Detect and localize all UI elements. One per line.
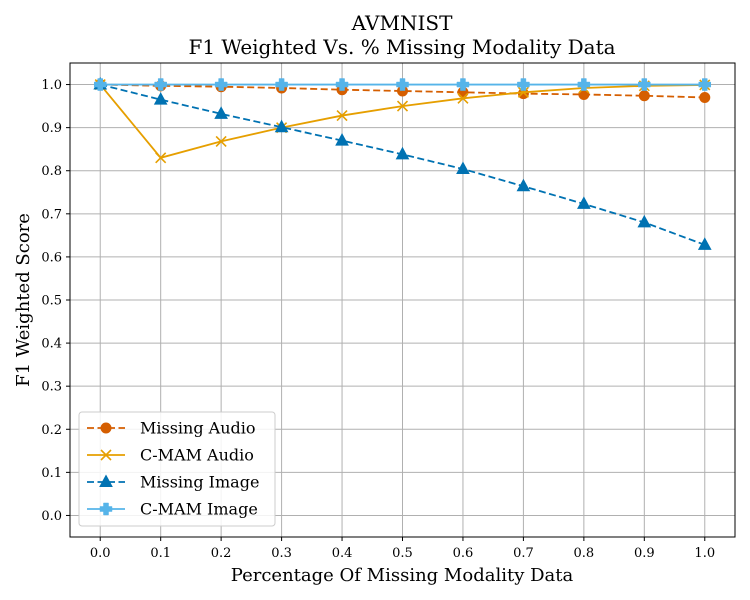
data-point <box>274 119 289 133</box>
legend-marker <box>100 449 112 461</box>
legend-marker <box>99 474 113 487</box>
y-tick-label: 0.6 <box>41 250 62 265</box>
y-tick-label: 0.5 <box>41 294 62 309</box>
x-tick-label: 0.4 <box>332 546 353 561</box>
data-point <box>335 133 349 146</box>
data-point <box>215 135 227 147</box>
x-tick-label: 0.9 <box>634 546 655 561</box>
y-tick-label: 0.4 <box>41 337 62 352</box>
series-missing-image <box>93 77 712 250</box>
y-tick-label: 0.0 <box>41 509 62 524</box>
legend-label: Missing Image <box>140 473 259 492</box>
x-tick-label: 0.0 <box>90 546 111 561</box>
legend-item-c-mam-image: C-MAM Image <box>87 500 258 519</box>
y-axis-label: F1 Weighted Score <box>13 213 34 387</box>
data-point <box>214 78 228 91</box>
data-point <box>155 152 167 164</box>
data-point <box>153 92 168 105</box>
y-tick-label: 0.9 <box>41 121 62 136</box>
data-point <box>697 237 712 250</box>
data-point <box>335 78 349 91</box>
data-point <box>516 178 531 192</box>
y-tick-label: 0.2 <box>41 423 62 438</box>
legend-box <box>78 411 276 527</box>
axis-ticks: 0.0 0.1 0.2 0.3 0.4 0.5 0.6 0.7 0.8 0.9 1.0 0.0 0.1 0… <box>41 78 715 561</box>
legend-item-missing-image: Missing Image <box>87 473 259 492</box>
data-point <box>396 78 409 91</box>
data-point <box>698 78 712 91</box>
x-tick-label: 0.3 <box>271 546 292 561</box>
legend-marker <box>99 502 113 516</box>
x-tick-label: 0.5 <box>392 546 413 561</box>
data-point <box>457 92 469 104</box>
data-point <box>456 78 470 91</box>
legend-item-missing-audio: Missing Audio <box>87 419 256 438</box>
data-point <box>638 90 650 102</box>
data-point <box>637 214 652 228</box>
chart-subtitle: F1 Weighted Vs. % Missing Modality Data <box>188 35 615 59</box>
data-point <box>456 161 470 175</box>
x-tick-label: 0.6 <box>453 546 474 561</box>
data-point <box>517 78 530 91</box>
legend-label: C-MAM Image <box>140 500 258 519</box>
x-tick-label: 0.1 <box>150 546 171 561</box>
series-layer <box>93 77 712 250</box>
legend-label: Missing Audio <box>140 419 256 438</box>
legend-label: C-MAM Audio <box>140 446 254 465</box>
data-point <box>154 78 167 91</box>
data-point <box>699 91 711 103</box>
y-tick-label: 0.7 <box>41 207 62 222</box>
data-point <box>93 78 107 91</box>
data-point <box>275 78 288 91</box>
data-point <box>517 86 529 98</box>
data-point <box>577 196 591 209</box>
x-tick-label: 0.2 <box>211 546 232 561</box>
chart-title: AVMNIST <box>351 11 453 35</box>
x-axis-label: Percentage Of Missing Modality Data <box>231 565 574 586</box>
data-point <box>396 100 409 112</box>
y-tick-label: 1.0 <box>41 78 62 93</box>
x-tick-label: 1.0 <box>694 546 715 561</box>
data-point <box>577 78 591 91</box>
data-point <box>214 106 228 119</box>
series-line-missing-audio <box>100 83 705 99</box>
data-point <box>336 110 348 122</box>
x-tick-label: 0.8 <box>574 546 595 561</box>
y-tick-label: 0.1 <box>41 466 62 481</box>
data-point <box>395 146 410 160</box>
series-c-mam-image <box>93 78 712 91</box>
legend-item-c-mam-audio: C-MAM Audio <box>87 446 254 465</box>
legend-marker <box>100 422 112 434</box>
x-tick-label: 0.7 <box>513 546 534 561</box>
y-tick-label: 0.8 <box>41 164 62 179</box>
legend: Missing Audio C-MAM Audio Missing Image C-M… <box>78 411 276 527</box>
y-tick-label: 0.3 <box>41 380 62 395</box>
data-point <box>638 78 651 91</box>
